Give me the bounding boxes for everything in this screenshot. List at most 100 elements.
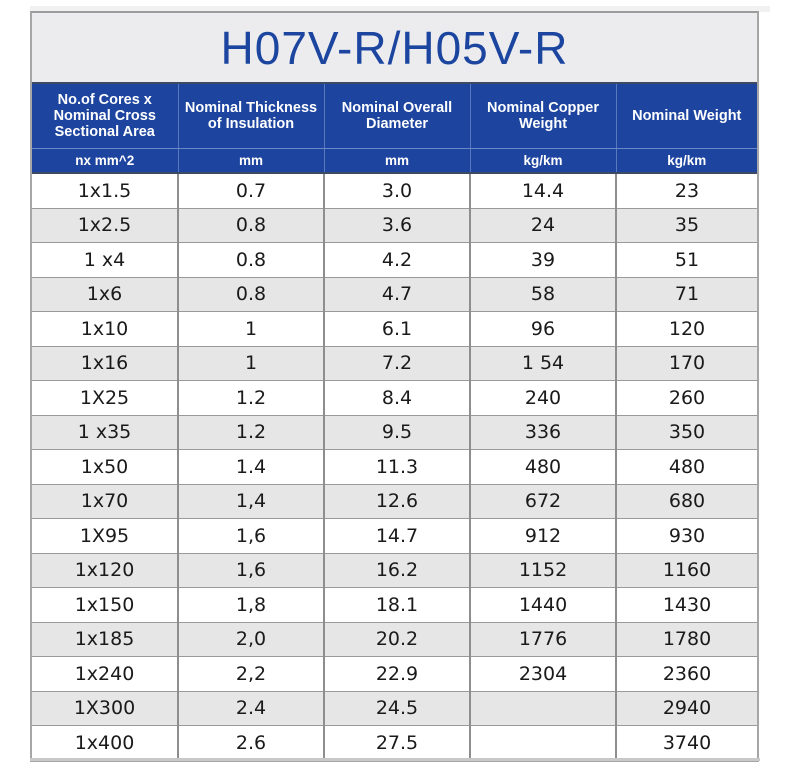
unit-insulation-thickness: mm <box>177 148 325 174</box>
cell-cross-section: 1x6 <box>32 277 178 312</box>
cell-insulation-thickness: 1,6 <box>177 518 324 554</box>
cell-nominal-weight: 2940 <box>615 691 757 726</box>
cell-cross-section: 1x10 <box>32 311 178 347</box>
cell-insulation-thickness: 1 <box>177 346 324 381</box>
cell-insulation-thickness: 0.8 <box>177 208 324 243</box>
cell-copper-weight: 14.4 <box>469 173 616 209</box>
table-row: 1x10 1 6.1 96 120 <box>32 311 757 347</box>
cell-insulation-thickness: 2.6 <box>177 725 324 760</box>
cell-cross-section: 1X25 <box>32 380 178 416</box>
table-row: 1x400 2.6 27.5 3740 <box>32 725 757 760</box>
cell-overall-diameter: 3.6 <box>323 208 470 243</box>
cell-copper-weight: 2304 <box>469 656 616 692</box>
cell-insulation-thickness: 1.2 <box>177 380 324 416</box>
table-body: 1x1.5 0.7 3.0 14.4 23 1x2.5 0.8 3.6 24 35 1 x4 0.8 4… <box>32 173 757 760</box>
table-row: 1x120 1,6 16.2 1152 1160 <box>32 553 757 588</box>
table-row: 1 x4 0.8 4.2 39 51 <box>32 242 757 278</box>
cell-copper-weight: 1 54 <box>469 346 616 381</box>
cell-nominal-weight: 2360 <box>615 656 757 692</box>
cell-copper-weight: 672 <box>469 484 616 519</box>
cell-copper-weight: 1152 <box>469 553 616 588</box>
cell-cross-section: 1 x35 <box>32 415 178 450</box>
cell-cross-section: 1x150 <box>32 587 178 623</box>
cell-cross-section: 1x16 <box>32 346 178 381</box>
cell-overall-diameter: 9.5 <box>323 415 470 450</box>
cell-nominal-weight: 680 <box>615 484 757 519</box>
table-row: 1x1.5 0.7 3.0 14.4 23 <box>32 173 757 209</box>
cell-cross-section: 1x1.5 <box>32 173 178 209</box>
cell-cross-section: 1X300 <box>32 691 178 726</box>
cell-nominal-weight: 1160 <box>615 553 757 588</box>
cell-nominal-weight: 1430 <box>615 587 757 623</box>
cell-overall-diameter: 8.4 <box>323 380 470 416</box>
spec-table: No.of Cores x Nominal Cross Sectional Ar… <box>32 84 757 760</box>
table-row: 1x185 2,0 20.2 1776 1780 <box>32 622 757 657</box>
cell-cross-section: 1x2.5 <box>32 208 178 243</box>
cell-overall-diameter: 3.0 <box>323 173 470 209</box>
cell-insulation-thickness: 1 <box>177 311 324 347</box>
cell-cross-section: 1x70 <box>32 484 178 519</box>
cell-nominal-weight: 170 <box>615 346 757 381</box>
cell-copper-weight: 39 <box>469 242 616 278</box>
cell-nominal-weight: 23 <box>615 173 757 209</box>
table-row: 1x50 1.4 11.3 480 480 <box>32 449 757 485</box>
cell-overall-diameter: 27.5 <box>323 725 470 760</box>
title-row: H07V-R/H05V-R <box>32 13 757 84</box>
table-title: H07V-R/H05V-R <box>220 21 569 74</box>
cell-nominal-weight: 930 <box>615 518 757 554</box>
cell-copper-weight: 336 <box>469 415 616 450</box>
cell-overall-diameter: 7.2 <box>323 346 470 381</box>
table-row: 1x150 1,8 18.1 1440 1430 <box>32 587 757 623</box>
unit-copper-weight: kg/km <box>469 148 617 174</box>
cell-nominal-weight: 3740 <box>615 725 757 760</box>
header-nominal-weight: Nominal Weight <box>615 84 757 149</box>
table-row: 1 x35 1.2 9.5 336 350 <box>32 415 757 450</box>
cell-insulation-thickness: 2.4 <box>177 691 324 726</box>
cell-nominal-weight: 260 <box>615 380 757 416</box>
cell-nominal-weight: 480 <box>615 449 757 485</box>
cell-nominal-weight: 51 <box>615 242 757 278</box>
cell-overall-diameter: 20.2 <box>323 622 470 657</box>
cell-nominal-weight: 120 <box>615 311 757 347</box>
cell-overall-diameter: 22.9 <box>323 656 470 692</box>
cell-copper-weight: 1440 <box>469 587 616 623</box>
cell-insulation-thickness: 1,6 <box>177 553 324 588</box>
header-insulation-thickness: Nominal Thickness of Insulation <box>177 84 325 149</box>
cell-cross-section: 1x240 <box>32 656 178 692</box>
top-band <box>30 6 770 12</box>
cell-insulation-thickness: 1,8 <box>177 587 324 623</box>
cell-overall-diameter: 4.2 <box>323 242 470 278</box>
cell-copper-weight: 58 <box>469 277 616 312</box>
cell-overall-diameter: 14.7 <box>323 518 470 554</box>
cell-insulation-thickness: 1.4 <box>177 449 324 485</box>
table-row: 1x6 0.8 4.7 58 71 <box>32 277 757 312</box>
table-row: 1x2.5 0.8 3.6 24 35 <box>32 208 757 243</box>
header-cross-section: No.of Cores x Nominal Cross Sectional Ar… <box>32 84 179 149</box>
cell-copper-weight <box>469 725 616 760</box>
cell-insulation-thickness: 2,0 <box>177 622 324 657</box>
cell-overall-diameter: 11.3 <box>323 449 470 485</box>
cell-cross-section: 1 x4 <box>32 242 178 278</box>
cell-insulation-thickness: 0.8 <box>177 242 324 278</box>
cell-copper-weight: 480 <box>469 449 616 485</box>
cell-cross-section: 1X95 <box>32 518 178 554</box>
header-copper-weight: Nominal Copper Weight <box>469 84 617 149</box>
header-overall-diameter: Nominal Overall Diameter <box>323 84 471 149</box>
unit-cross-section: nx mm^2 <box>32 148 179 174</box>
cable-spec-table: H07V-R/H05V-R No.of Cores x Nominal Cros… <box>30 11 759 762</box>
cell-copper-weight: 1776 <box>469 622 616 657</box>
cell-insulation-thickness: 0.8 <box>177 277 324 312</box>
unit-overall-diameter: mm <box>323 148 471 174</box>
cell-insulation-thickness: 1.2 <box>177 415 324 450</box>
unit-nominal-weight: kg/km <box>615 148 757 174</box>
table-row: 1X25 1.2 8.4 240 260 <box>32 380 757 416</box>
header-row: No.of Cores x Nominal Cross Sectional Ar… <box>32 84 757 149</box>
cell-overall-diameter: 12.6 <box>323 484 470 519</box>
cell-cross-section: 1x50 <box>32 449 178 485</box>
cell-overall-diameter: 4.7 <box>323 277 470 312</box>
cell-overall-diameter: 16.2 <box>323 553 470 588</box>
cell-insulation-thickness: 0.7 <box>177 173 324 209</box>
cell-nominal-weight: 350 <box>615 415 757 450</box>
cell-nominal-weight: 71 <box>615 277 757 312</box>
cell-copper-weight: 96 <box>469 311 616 347</box>
